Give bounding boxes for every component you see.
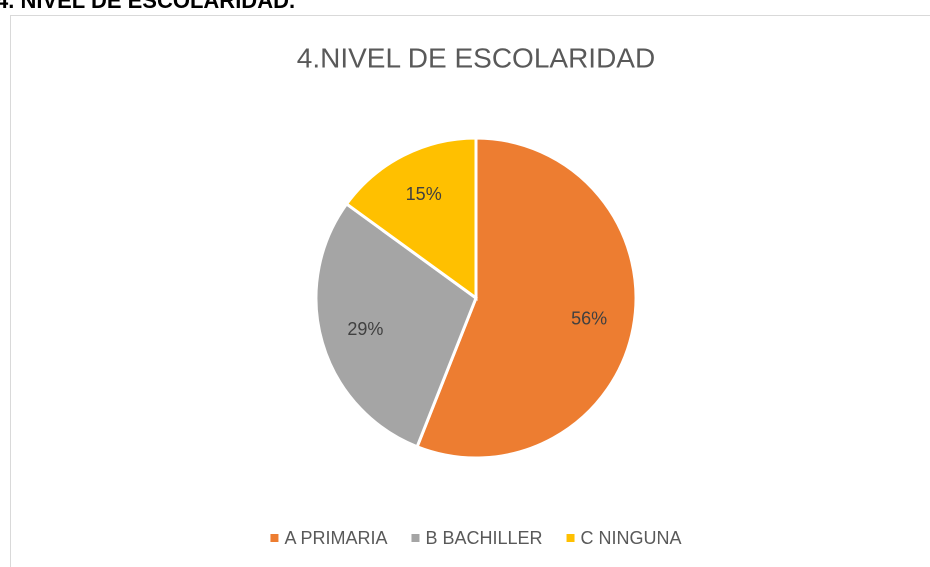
legend-label: B BACHILLER xyxy=(425,528,542,548)
legend-label: A PRIMARIA xyxy=(284,528,387,548)
chart-title: 4.NIVEL DE ESCOLARIDAD xyxy=(297,42,655,73)
legend-swatch xyxy=(566,534,575,542)
pie-slice xyxy=(314,201,478,449)
data-label: 15% xyxy=(406,184,442,204)
legend-swatch xyxy=(411,534,420,542)
data-label: 29% xyxy=(347,319,383,339)
pie-slice xyxy=(415,136,638,460)
legend-swatch xyxy=(270,534,279,542)
data-label: 56% xyxy=(571,308,607,328)
pie-slice xyxy=(344,136,478,301)
legend-label: C NINGUNA xyxy=(581,528,682,548)
page-heading: 4. NIVEL DE ESCOLARIDAD. xyxy=(0,0,295,13)
